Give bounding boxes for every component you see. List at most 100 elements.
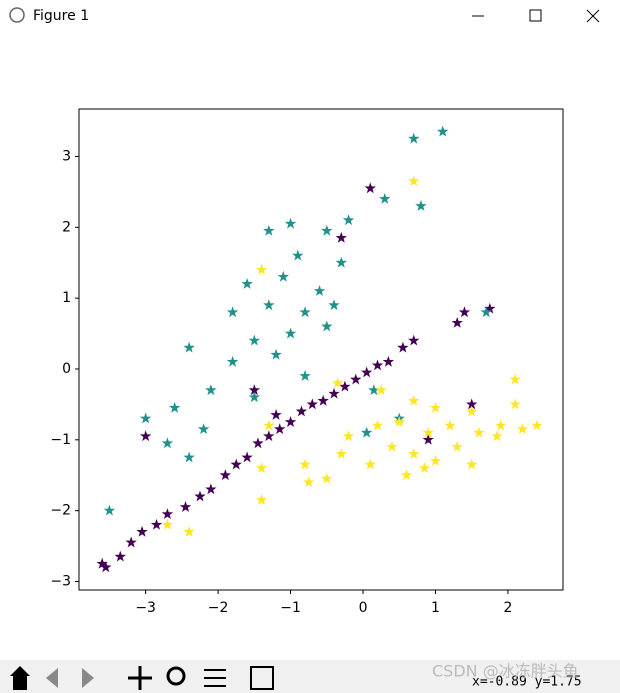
plot-area — [96, 125, 543, 573]
star-point — [255, 263, 268, 275]
star-point — [252, 437, 264, 449]
star-point — [321, 472, 333, 484]
star-point — [219, 469, 232, 481]
star-point — [321, 224, 333, 236]
star-point — [161, 508, 174, 520]
y-tick-label: 1 — [62, 290, 71, 306]
star-point — [205, 483, 217, 495]
toolbar — [0, 660, 620, 693]
home-button[interactable] — [10, 666, 30, 690]
star-point — [350, 373, 362, 385]
x-tick-label: 2 — [503, 600, 512, 616]
forward-button[interactable] — [82, 668, 94, 688]
star-point — [114, 550, 127, 562]
configure-button[interactable] — [204, 669, 226, 687]
star-point — [103, 504, 116, 516]
star-point — [342, 214, 355, 226]
star-point — [183, 451, 195, 463]
star-point — [408, 447, 420, 459]
star-point — [263, 430, 275, 442]
star-point — [100, 561, 112, 573]
star-point — [299, 458, 311, 470]
star-point — [473, 426, 485, 438]
star-point — [451, 440, 463, 452]
star-point — [415, 200, 427, 211]
star-point — [509, 398, 521, 410]
star-point — [382, 355, 395, 367]
star-point — [408, 334, 420, 346]
star-point — [458, 306, 471, 318]
star-point — [292, 249, 304, 261]
star-point — [429, 401, 442, 413]
star-point — [408, 175, 420, 187]
app-icon — [9, 7, 25, 23]
close-button[interactable] — [586, 9, 600, 23]
star-point — [248, 334, 261, 346]
star-point — [284, 416, 297, 427]
star-point — [335, 256, 347, 268]
star-point — [139, 412, 152, 424]
star-point — [226, 355, 239, 367]
star-point — [139, 430, 152, 442]
star-point — [150, 518, 163, 530]
star-point — [466, 398, 478, 410]
star-point — [96, 557, 108, 569]
star-point — [360, 366, 373, 378]
star-point — [302, 476, 315, 488]
star-point — [241, 451, 253, 463]
zoom-button[interactable] — [166, 666, 186, 686]
star-point — [386, 440, 398, 452]
star-point — [161, 437, 174, 449]
star-point — [375, 384, 387, 396]
star-point — [466, 405, 478, 417]
star-point — [331, 377, 344, 388]
star-point — [509, 373, 521, 385]
star-point — [516, 423, 529, 435]
star-point — [205, 384, 217, 396]
star-point — [466, 458, 478, 470]
y-tick-label: −2 — [50, 503, 71, 519]
back-button[interactable] — [46, 668, 58, 688]
star-point — [270, 409, 282, 420]
star-point — [379, 192, 391, 204]
pan-button[interactable] — [128, 666, 152, 690]
star-point — [183, 525, 195, 537]
star-point — [161, 518, 174, 530]
star-point — [480, 306, 492, 318]
star-point — [364, 182, 376, 194]
star-point — [255, 494, 268, 505]
star-point — [451, 316, 463, 328]
star-point — [179, 501, 192, 512]
star-point — [168, 401, 181, 413]
star-point — [263, 419, 275, 431]
star-point — [299, 370, 311, 381]
save-button[interactable] — [250, 666, 274, 690]
star-point — [295, 405, 308, 417]
star-point — [255, 462, 268, 474]
y-tick-label: 0 — [62, 361, 71, 377]
star-point — [360, 426, 373, 438]
star-point — [194, 490, 206, 502]
star-point — [494, 419, 507, 431]
y-tick-label: 3 — [62, 148, 71, 164]
star-point — [183, 341, 195, 353]
star-point — [248, 384, 261, 396]
star-point — [531, 419, 543, 431]
star-point — [364, 458, 376, 470]
star-point — [371, 359, 384, 371]
x-tick-label: −1 — [280, 600, 301, 616]
star-point — [241, 277, 253, 289]
star-point — [277, 270, 290, 282]
star-point — [226, 306, 239, 318]
star-point — [335, 231, 347, 243]
watermark: CSDN @冰冻胖头鱼 — [432, 662, 579, 681]
star-point — [248, 391, 261, 403]
coordinates: x=-0.89 y=1.75 — [472, 675, 582, 690]
maximize-button[interactable] — [529, 9, 542, 22]
star-point — [491, 430, 503, 442]
star-point — [408, 132, 420, 144]
star-point — [339, 380, 351, 392]
star-point — [335, 447, 347, 459]
star-point — [306, 398, 319, 410]
star-point — [422, 426, 434, 438]
